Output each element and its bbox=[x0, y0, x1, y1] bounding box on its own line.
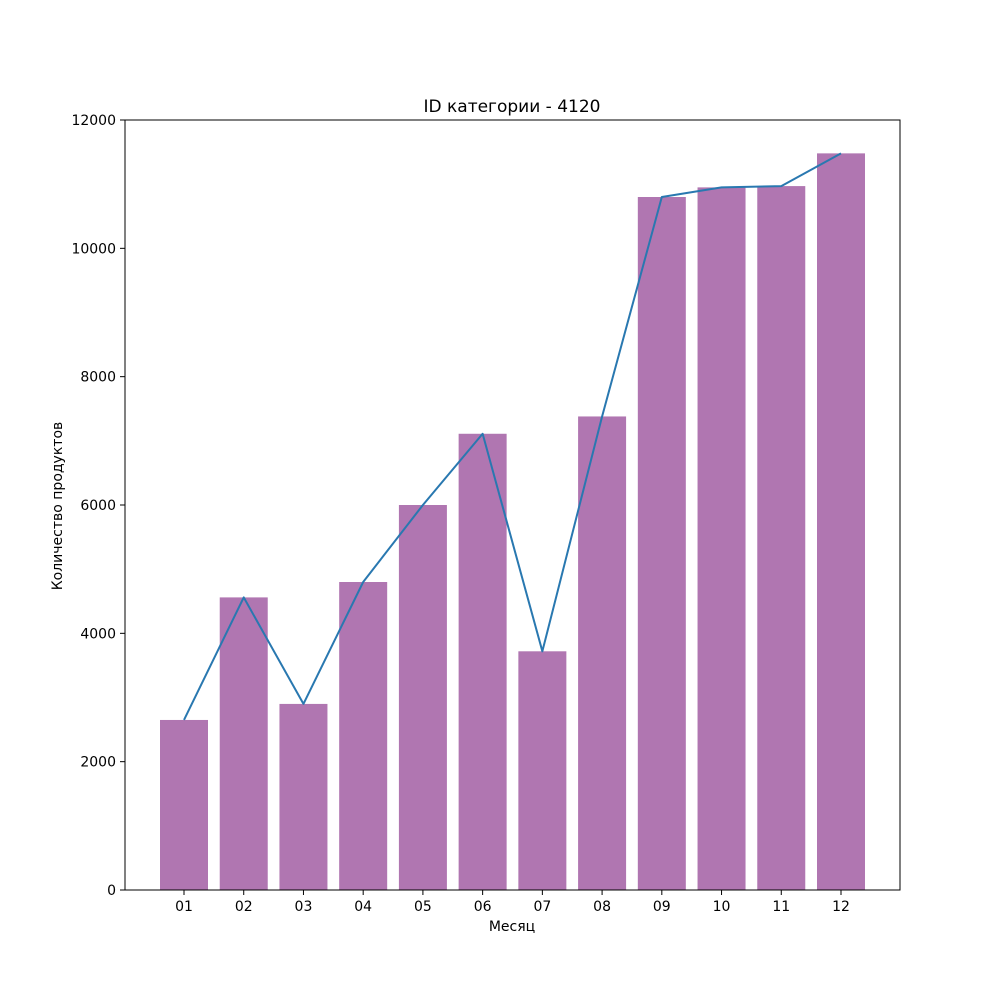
y-tick-label: 4000 bbox=[80, 626, 116, 642]
y-axis-label: Количество продуктов bbox=[50, 422, 66, 591]
y-tick-label: 6000 bbox=[80, 498, 116, 514]
bar-07 bbox=[518, 651, 567, 890]
bar-09 bbox=[637, 197, 686, 890]
chart-title: ID категории - 4120 bbox=[424, 97, 601, 117]
x-tick-label: 12 bbox=[832, 899, 850, 915]
bar-03 bbox=[279, 703, 328, 890]
x-tick-label: 11 bbox=[772, 899, 790, 915]
x-axis-label: Месяц bbox=[489, 919, 535, 935]
bar-01 bbox=[160, 719, 208, 890]
bar-05 bbox=[398, 505, 447, 890]
x-tick-label: 06 bbox=[474, 899, 492, 915]
bar-series bbox=[160, 153, 865, 891]
bar-06 bbox=[458, 433, 507, 890]
y-tick-label: 12000 bbox=[71, 113, 116, 129]
bar-08 bbox=[578, 416, 627, 890]
x-tick-label: 03 bbox=[295, 899, 313, 915]
y-tick-label: 2000 bbox=[80, 755, 116, 771]
line-series bbox=[183, 152, 842, 721]
y-tick-label: 0 bbox=[107, 883, 116, 899]
bar-12 bbox=[817, 153, 865, 890]
y-axis: 0 2000 4000 6000 8000 10000 12000 bbox=[71, 113, 125, 899]
x-axis: 01 02 03 04 05 06 07 08 09 10 11 12 bbox=[175, 890, 850, 915]
x-tick-label: 05 bbox=[414, 899, 432, 915]
x-tick-label: 09 bbox=[653, 899, 671, 915]
line-path bbox=[183, 152, 842, 721]
x-tick-label: 07 bbox=[533, 899, 551, 915]
y-tick-label: 10000 bbox=[71, 241, 116, 257]
y-tick-label: 8000 bbox=[80, 370, 116, 386]
bar-11 bbox=[757, 186, 806, 891]
bar-10 bbox=[697, 187, 746, 891]
x-tick-label: 01 bbox=[175, 899, 193, 915]
x-tick-label: 08 bbox=[593, 899, 611, 915]
bar-04 bbox=[339, 582, 388, 890]
x-tick-label: 10 bbox=[713, 899, 731, 915]
bar-02 bbox=[219, 597, 268, 890]
x-tick-label: 04 bbox=[354, 899, 372, 915]
x-tick-label: 02 bbox=[235, 899, 253, 915]
